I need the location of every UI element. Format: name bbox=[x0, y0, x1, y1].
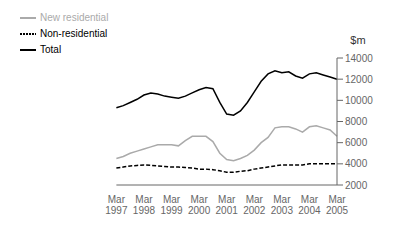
svg-text:Mar2004: Mar2004 bbox=[298, 194, 321, 216]
svg-text:Mar2002: Mar2002 bbox=[243, 194, 266, 216]
svg-text:8000: 8000 bbox=[345, 116, 368, 127]
html-text:Total: Total bbox=[40, 43, 62, 55]
svg-text:Mar2003: Mar2003 bbox=[271, 194, 294, 216]
svg-text:Mar1997: Mar1997 bbox=[105, 194, 128, 216]
svg-text:6000: 6000 bbox=[345, 137, 368, 148]
html-text:New residential: New residential bbox=[40, 11, 109, 23]
svg-text:$m: $m bbox=[350, 34, 365, 46]
svg-text:14000: 14000 bbox=[345, 53, 373, 64]
svg-text:Mar2001: Mar2001 bbox=[216, 194, 239, 216]
svg-text:Mar1998: Mar1998 bbox=[133, 194, 156, 216]
svg-text:12000: 12000 bbox=[345, 74, 373, 85]
svg-text:Mar2005: Mar2005 bbox=[326, 194, 349, 216]
svg-text:Mar2000: Mar2000 bbox=[188, 194, 211, 216]
svg-text:Mar1999: Mar1999 bbox=[160, 194, 183, 216]
svg-text:2000: 2000 bbox=[345, 180, 368, 191]
svg-text:10000: 10000 bbox=[345, 95, 373, 106]
svg-text:4000: 4000 bbox=[345, 158, 368, 169]
html-text:Non-residential: Non-residential bbox=[40, 27, 108, 39]
